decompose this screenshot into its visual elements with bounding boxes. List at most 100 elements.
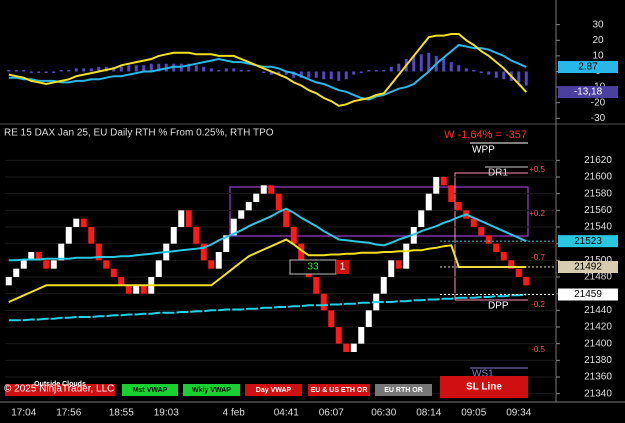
histogram-bar xyxy=(292,71,296,78)
histogram-bar xyxy=(59,69,63,72)
renko-brick xyxy=(388,260,395,277)
toolbar-button-label[interactable]: Outside Clouds xyxy=(34,381,86,388)
histogram-bar xyxy=(457,65,461,72)
histogram-bar xyxy=(194,65,198,72)
histogram-bar xyxy=(329,71,333,80)
box-label: 1 xyxy=(340,262,346,273)
plot: 3020100-10-20-302.87-13,1821620216002158… xyxy=(5,19,618,419)
histogram-bar xyxy=(397,63,401,72)
renko-brick xyxy=(335,327,342,344)
toolbar-button[interactable] xyxy=(375,384,432,396)
renko-brick xyxy=(58,243,65,261)
renko-brick xyxy=(418,210,425,227)
toolbar-button[interactable] xyxy=(440,376,528,398)
toolbar-button-label[interactable]: Mst VWAP xyxy=(133,387,168,394)
histogram-bar xyxy=(217,69,221,72)
histogram-bar xyxy=(74,68,78,72)
indicator-line xyxy=(8,238,527,303)
renko-brick xyxy=(133,285,140,294)
renko-brick xyxy=(208,260,215,269)
histogram-bar xyxy=(119,65,123,72)
indicator-line xyxy=(8,293,527,322)
price-tag-label: -13,18 xyxy=(574,87,603,98)
price-tag xyxy=(558,61,618,74)
y-tick-label: 21380 xyxy=(584,355,612,366)
renko-brick xyxy=(80,218,87,227)
toolbar-button[interactable] xyxy=(5,384,115,396)
histogram-bar xyxy=(224,68,228,72)
renko-brick xyxy=(193,227,200,244)
renko-brick xyxy=(328,310,335,327)
toolbar-button-label[interactable]: SL Line xyxy=(466,382,502,393)
renko-brick xyxy=(223,235,230,252)
renko-brick xyxy=(35,252,42,261)
copyright: © 2025 NinjaTrader, LLC xyxy=(4,384,114,395)
renko-brick xyxy=(313,277,320,294)
renko-brick xyxy=(260,185,267,194)
renko-brick xyxy=(440,177,447,186)
renko-brick xyxy=(508,260,515,269)
x-tick-label: 04:41 xyxy=(274,408,299,419)
price-tag-label: 2.87 xyxy=(578,62,598,73)
toolbar-button[interactable] xyxy=(122,384,178,396)
box-1 xyxy=(336,260,349,274)
renko-brick xyxy=(283,210,290,227)
renko-brick xyxy=(178,210,185,227)
renko-brick xyxy=(380,277,387,294)
histogram-bar xyxy=(262,71,266,74)
box-label: 33 xyxy=(307,262,319,273)
histogram-bar xyxy=(314,71,318,78)
renko-brick xyxy=(433,177,440,194)
level-label: WPP xyxy=(472,145,495,156)
renko-brick xyxy=(485,235,492,244)
renko-brick xyxy=(403,243,410,269)
renko-brick xyxy=(155,260,162,277)
renko-brick xyxy=(523,277,530,286)
toolbar-button-label[interactable]: Day VWAP xyxy=(256,387,292,394)
renko-brick xyxy=(238,210,245,219)
renko-brick xyxy=(395,260,402,269)
histogram-bar xyxy=(22,69,26,72)
level-label: DR1 xyxy=(488,168,508,179)
toolbar-button[interactable] xyxy=(245,384,302,396)
renko-brick xyxy=(290,227,297,244)
price-tag xyxy=(558,86,618,99)
renko-brick xyxy=(448,185,455,202)
price-tag xyxy=(558,235,618,248)
renko-brick xyxy=(515,268,522,277)
renko-brick xyxy=(470,218,477,227)
renko-brick xyxy=(478,227,485,236)
histogram-bar xyxy=(127,65,131,72)
y-tick-label: 10 xyxy=(592,51,604,62)
toolbar-button-label[interactable]: EU & US ETH OR xyxy=(311,387,368,394)
y-tick-label: 21540 xyxy=(584,222,612,233)
renko-brick xyxy=(13,268,20,277)
toolbar-button-label[interactable]: Wkly VWAP xyxy=(192,387,231,394)
chart-title: RE 15 DAX Jan 25, EU Daily RTH % From 0.… xyxy=(4,128,274,139)
histogram-bar xyxy=(187,63,191,72)
renko-brick xyxy=(95,243,102,261)
histogram-bar xyxy=(277,71,281,75)
histogram-bar xyxy=(44,71,48,74)
renko-brick xyxy=(73,218,80,227)
toolbar-button[interactable] xyxy=(308,384,370,396)
histogram-bar xyxy=(449,62,453,72)
renko-brick xyxy=(230,218,237,236)
histogram-bar xyxy=(427,52,431,72)
toolbar-button-label[interactable]: EU RTH OR xyxy=(384,387,423,394)
renko-brick xyxy=(455,202,462,211)
renko-brick xyxy=(343,343,350,352)
percent-label: -0.7 xyxy=(531,253,545,262)
renko-brick xyxy=(500,252,507,261)
toolbar-button[interactable] xyxy=(183,384,240,396)
y-tick-label: 21480 xyxy=(584,272,612,283)
price-tag-label: 21523 xyxy=(574,236,602,247)
y-tick-label: 21400 xyxy=(584,338,612,349)
y-tick-label: 21600 xyxy=(584,172,612,183)
renko-brick xyxy=(275,193,282,211)
x-tick-label: 08:14 xyxy=(416,408,441,419)
histogram-bar xyxy=(517,71,521,83)
histogram-bar xyxy=(202,66,206,72)
histogram-bar xyxy=(367,69,371,72)
histogram-bar xyxy=(82,68,86,72)
